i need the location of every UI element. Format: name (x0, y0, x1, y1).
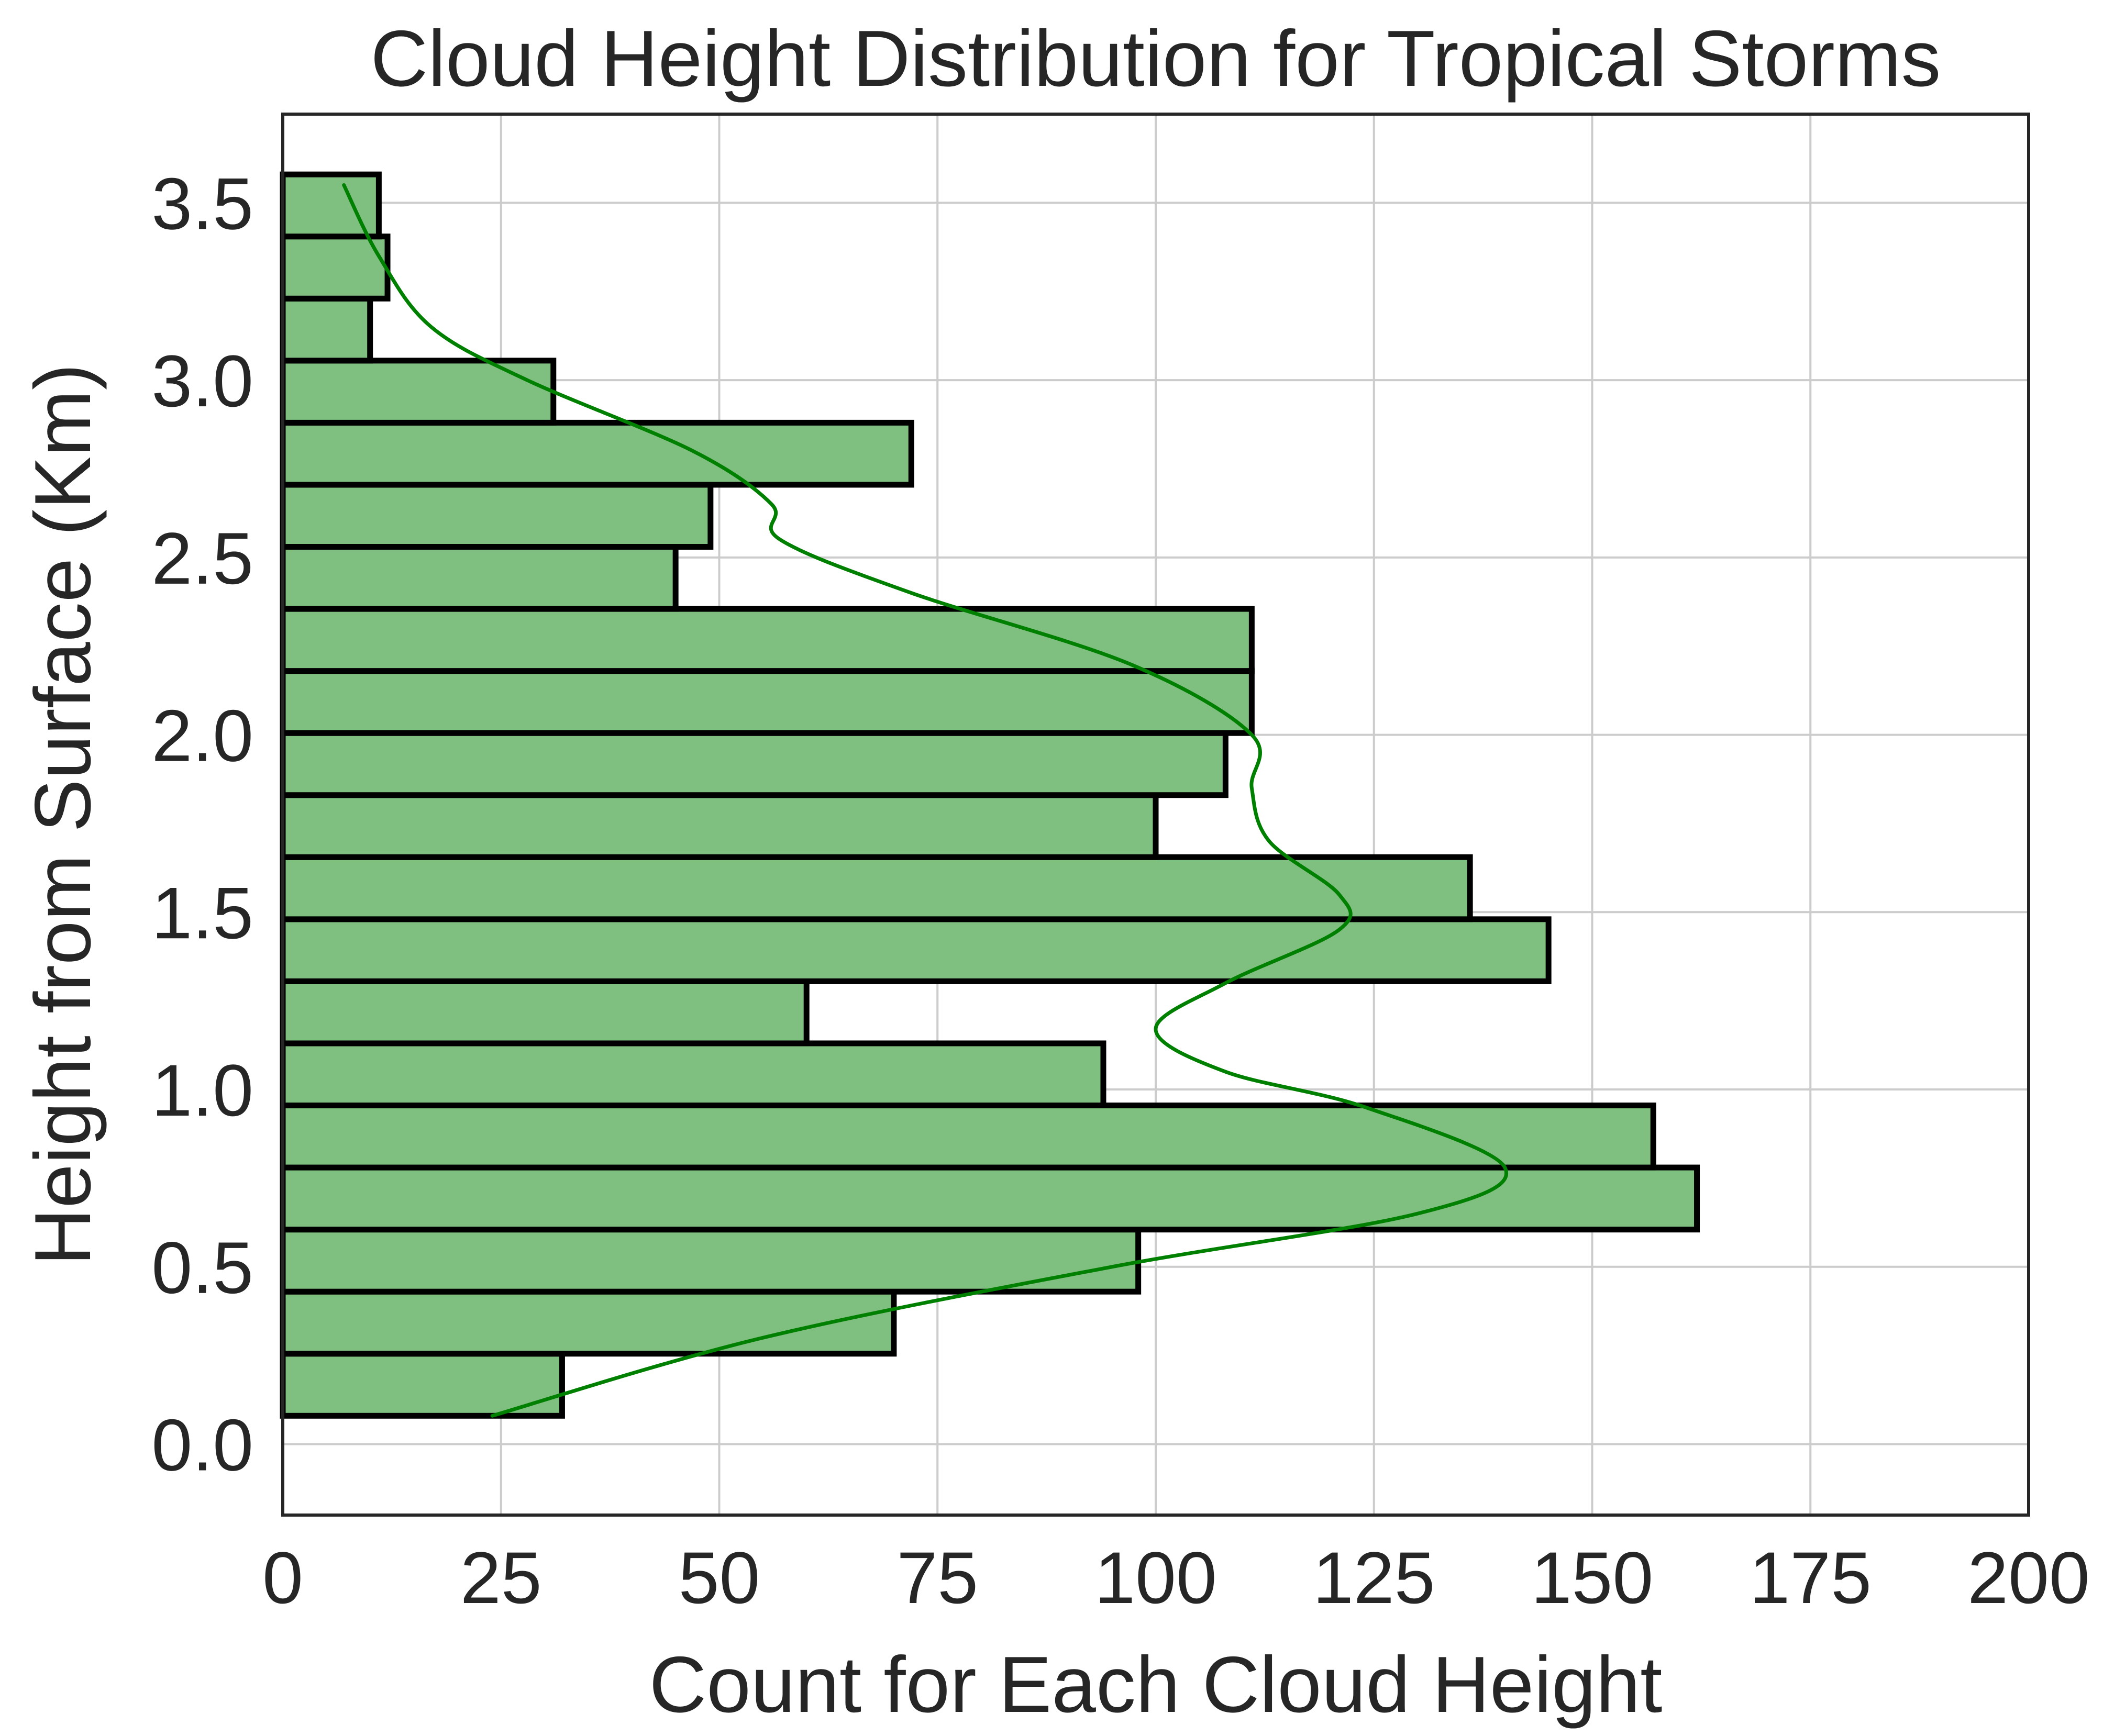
x-tick-labels: 0 25 50 75 100 125 150 175 200 (262, 1537, 2090, 1619)
y-tick-label: 1.0 (151, 1049, 253, 1131)
histogram-bar (280, 295, 373, 364)
histogram-bar (280, 171, 382, 240)
x-tick-label: 150 (1531, 1537, 1654, 1619)
x-axis-label: Count for Each Cloud Height (649, 1640, 1663, 1729)
y-tick-label: 0.5 (151, 1227, 253, 1309)
x-tick-label: 100 (1094, 1537, 1217, 1619)
histogram-bar (280, 1040, 1106, 1109)
y-tick-labels: 0.0 0.5 1.0 1.5 2.0 2.5 3.0 3.5 (151, 162, 253, 1486)
x-tick-label: 50 (679, 1537, 760, 1619)
histogram-bar (280, 1288, 897, 1357)
histogram-bar (280, 730, 1228, 798)
histogram-bar (280, 544, 679, 612)
histogram-bar (280, 916, 1552, 984)
plot-frame (281, 113, 2030, 1517)
kde-line (342, 183, 1509, 1418)
histogram-bar (280, 978, 810, 1047)
y-tick-label: 2.5 (151, 517, 253, 599)
y-tick-label: 0.0 (151, 1404, 253, 1486)
x-tick-label: 175 (1749, 1537, 1872, 1619)
y-tick-label: 1.5 (151, 872, 253, 954)
x-tick-label: 200 (1967, 1537, 2090, 1619)
y-tick-label: 3.5 (151, 162, 253, 244)
histogram-bar (280, 1103, 1656, 1171)
x-tick-label: 0 (262, 1537, 303, 1619)
histogram-bar (280, 668, 1255, 736)
histogram-bar (280, 792, 1159, 860)
y-axis-label: Height from Surface (Km) (18, 363, 107, 1265)
chart-title: Cloud Height Distribution for Tropical S… (371, 14, 1941, 103)
histogram-bar (280, 1164, 1700, 1233)
x-tick-label: 75 (896, 1537, 978, 1619)
histogram-bar (280, 358, 557, 426)
histogram-bar (280, 854, 1473, 922)
x-tick-label: 25 (460, 1537, 542, 1619)
y-tick-label: 3.0 (151, 340, 253, 422)
histogram-bars (280, 171, 1700, 1419)
x-tick-label: 125 (1313, 1537, 1435, 1619)
histogram-bar (280, 419, 914, 488)
histogram-bar (280, 606, 1255, 674)
histogram-bar (280, 482, 714, 550)
y-tick-label: 2.0 (151, 695, 253, 777)
histogram-bar (280, 1227, 1142, 1295)
kde-curve (342, 183, 1509, 1418)
